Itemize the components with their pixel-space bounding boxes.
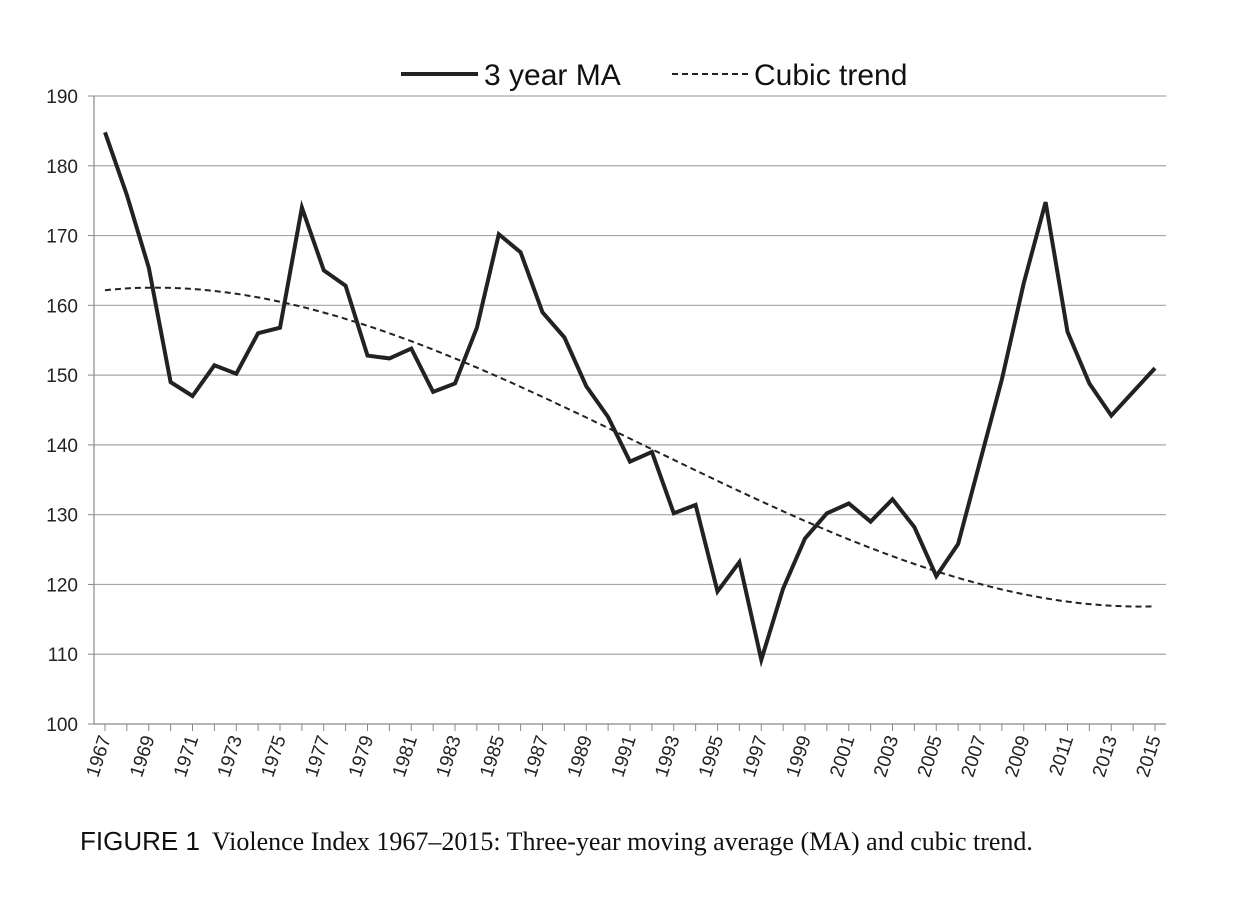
x-tick-label-1977: 1977 <box>301 733 334 780</box>
caption-text: Violence Index 1967–2015: Three-year mov… <box>211 827 1033 856</box>
x-tick-label-2009: 2009 <box>1001 733 1034 780</box>
x-tick-label-1987: 1987 <box>520 733 553 780</box>
y-tick-label-100: 100 <box>46 715 78 736</box>
x-tick-label-1997: 1997 <box>739 733 772 780</box>
x-tick-label-1993: 1993 <box>651 733 684 780</box>
x-tick-label-1979: 1979 <box>345 733 378 780</box>
legend-label-cubic: Cubic trend <box>754 59 907 92</box>
x-tick-label-1969: 1969 <box>126 733 159 780</box>
x-tick-label-2013: 2013 <box>1089 733 1122 780</box>
x-tick-label-2001: 2001 <box>826 733 859 780</box>
y-tick-label-190: 190 <box>46 87 78 108</box>
x-tick-label-1973: 1973 <box>214 733 247 780</box>
x-tick-label-1983: 1983 <box>433 733 466 780</box>
x-tick-label-2003: 2003 <box>870 733 903 780</box>
y-tick-label-150: 150 <box>46 366 78 387</box>
y-tick-label-140: 140 <box>46 436 78 457</box>
figure-caption: FIGURE 1 Violence Index 1967–2015: Three-… <box>80 826 1033 857</box>
x-tick-label-1991: 1991 <box>608 733 641 780</box>
series-line-cubic-trend <box>104 286 1156 608</box>
axes <box>93 96 1166 725</box>
legend: 3 year MA Cubic trend <box>401 59 907 92</box>
x-tick-label-2007: 2007 <box>958 733 991 780</box>
x-tick-label-2015: 2015 <box>1133 733 1166 780</box>
x-tick-label-1975: 1975 <box>258 733 291 780</box>
gridlines <box>94 95 1166 655</box>
y-tick-label-160: 160 <box>46 296 78 317</box>
legend-label-ma: 3 year MA <box>484 59 621 92</box>
x-tick-label-1971: 1971 <box>170 733 203 780</box>
x-tick-label-2011: 2011 <box>1046 733 1079 778</box>
y-tick-label-180: 180 <box>46 157 78 178</box>
y-tick-label-170: 170 <box>46 227 78 248</box>
series-layer <box>103 131 1157 668</box>
figure-label: FIGURE 1 <box>80 826 200 856</box>
y-tick-label-110: 110 <box>48 645 78 666</box>
y-tick-label-130: 130 <box>46 506 78 527</box>
x-tick-label-2005: 2005 <box>914 733 947 780</box>
x-tick-label-1995: 1995 <box>695 733 728 780</box>
x-tick-label-1967: 1967 <box>83 733 116 780</box>
x-tick-label-1999: 1999 <box>783 733 816 780</box>
series-line-3-year-ma <box>103 131 1157 668</box>
y-axis-ticks: 100 110 120 130 140 150 160 170 180 190 <box>46 87 94 736</box>
x-tick-label-1981: 1981 <box>389 733 422 780</box>
x-tick-label-1989: 1989 <box>564 733 597 780</box>
x-axis-ticks: 1967 1969 1971 1973 1975 1977 1979 1981 1983 1985… <box>83 724 1166 780</box>
x-tick-label-1985: 1985 <box>476 733 509 780</box>
y-tick-label-120: 120 <box>46 575 78 596</box>
